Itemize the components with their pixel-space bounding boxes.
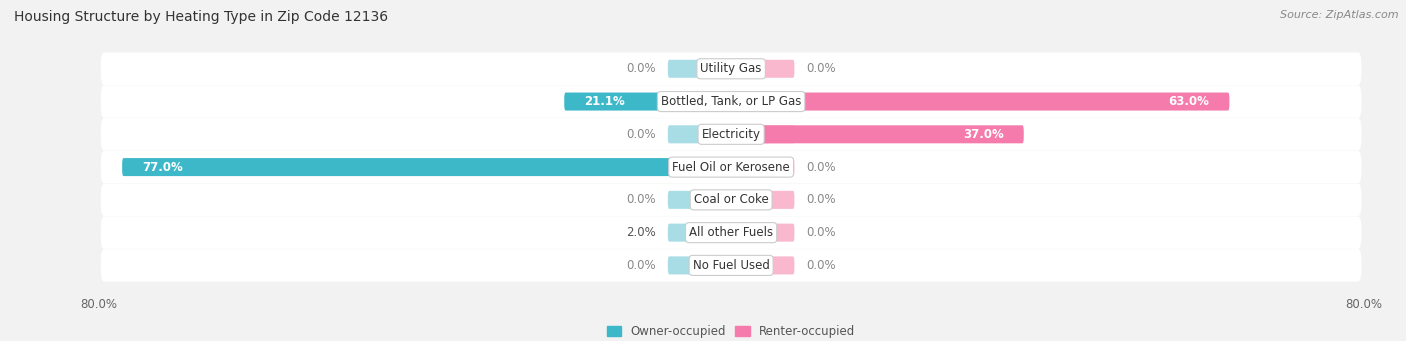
- Text: 0.0%: 0.0%: [806, 161, 837, 174]
- FancyBboxPatch shape: [731, 60, 794, 78]
- Text: Coal or Coke: Coal or Coke: [693, 193, 769, 206]
- Text: 0.0%: 0.0%: [626, 259, 657, 272]
- FancyBboxPatch shape: [731, 191, 794, 209]
- Text: All other Fuels: All other Fuels: [689, 226, 773, 239]
- FancyBboxPatch shape: [731, 125, 794, 143]
- FancyBboxPatch shape: [731, 92, 794, 110]
- Text: 77.0%: 77.0%: [142, 161, 183, 174]
- Text: 0.0%: 0.0%: [626, 193, 657, 206]
- Text: 63.0%: 63.0%: [1168, 95, 1209, 108]
- FancyBboxPatch shape: [716, 224, 731, 242]
- Text: Utility Gas: Utility Gas: [700, 62, 762, 75]
- FancyBboxPatch shape: [668, 92, 731, 110]
- FancyBboxPatch shape: [731, 256, 794, 275]
- FancyBboxPatch shape: [731, 158, 794, 176]
- FancyBboxPatch shape: [101, 151, 1361, 183]
- Text: 0.0%: 0.0%: [806, 259, 837, 272]
- FancyBboxPatch shape: [668, 60, 731, 78]
- FancyBboxPatch shape: [564, 92, 731, 110]
- Text: Source: ZipAtlas.com: Source: ZipAtlas.com: [1281, 10, 1399, 20]
- FancyBboxPatch shape: [101, 217, 1361, 249]
- FancyBboxPatch shape: [122, 158, 731, 176]
- Text: Fuel Oil or Kerosene: Fuel Oil or Kerosene: [672, 161, 790, 174]
- Legend: Owner-occupied, Renter-occupied: Owner-occupied, Renter-occupied: [602, 321, 860, 341]
- Text: 0.0%: 0.0%: [626, 128, 657, 141]
- FancyBboxPatch shape: [668, 191, 731, 209]
- FancyBboxPatch shape: [731, 92, 1229, 110]
- Text: Electricity: Electricity: [702, 128, 761, 141]
- Text: No Fuel Used: No Fuel Used: [693, 259, 769, 272]
- Text: 0.0%: 0.0%: [626, 62, 657, 75]
- Text: 21.1%: 21.1%: [583, 95, 624, 108]
- Text: 0.0%: 0.0%: [806, 62, 837, 75]
- FancyBboxPatch shape: [668, 256, 731, 275]
- FancyBboxPatch shape: [101, 118, 1361, 150]
- FancyBboxPatch shape: [101, 249, 1361, 282]
- Text: Housing Structure by Heating Type in Zip Code 12136: Housing Structure by Heating Type in Zip…: [14, 10, 388, 24]
- FancyBboxPatch shape: [101, 184, 1361, 216]
- FancyBboxPatch shape: [668, 125, 731, 143]
- Text: 2.0%: 2.0%: [626, 226, 657, 239]
- Text: 37.0%: 37.0%: [963, 128, 1004, 141]
- Text: 0.0%: 0.0%: [806, 193, 837, 206]
- FancyBboxPatch shape: [731, 125, 1024, 143]
- FancyBboxPatch shape: [668, 158, 731, 176]
- FancyBboxPatch shape: [101, 53, 1361, 85]
- Text: 0.0%: 0.0%: [806, 226, 837, 239]
- FancyBboxPatch shape: [731, 224, 794, 242]
- FancyBboxPatch shape: [668, 224, 731, 242]
- FancyBboxPatch shape: [101, 85, 1361, 118]
- Text: Bottled, Tank, or LP Gas: Bottled, Tank, or LP Gas: [661, 95, 801, 108]
